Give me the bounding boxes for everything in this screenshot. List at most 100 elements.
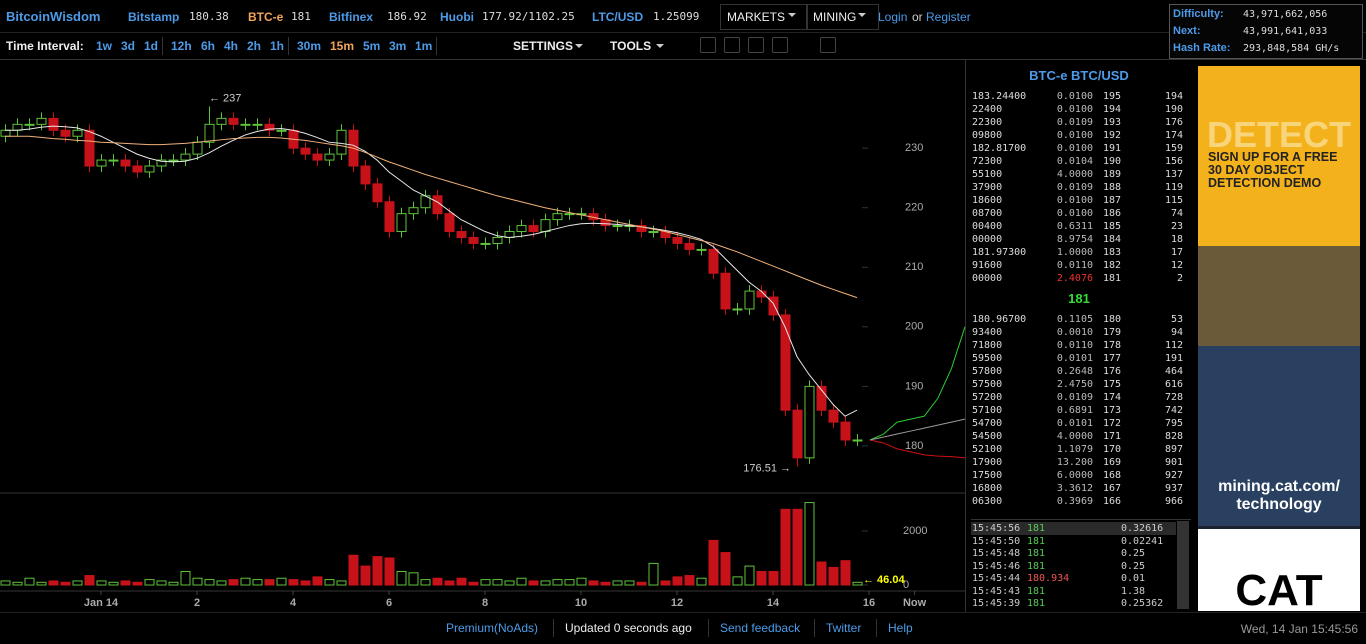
candle-body bbox=[648, 231, 659, 234]
book-cell: 22300 bbox=[972, 117, 1003, 128]
volume-bar bbox=[840, 560, 851, 586]
x-tick-label: 12 bbox=[671, 597, 683, 609]
book-cell: 0.0100 bbox=[1056, 143, 1093, 154]
book-cell: 00400 bbox=[972, 221, 1003, 232]
interval-button[interactable]: 4h bbox=[224, 39, 239, 53]
interval-button[interactable]: 1w bbox=[96, 39, 113, 53]
interval-button[interactable]: 1d bbox=[144, 39, 159, 53]
book-cell: 182 bbox=[1102, 260, 1121, 271]
book-cell: 795 bbox=[1164, 418, 1183, 429]
tools-menu[interactable]: TOOLS bbox=[610, 39, 652, 53]
book-cell: 17500 bbox=[972, 470, 1003, 481]
book-cell: 464 bbox=[1164, 366, 1183, 377]
market-name[interactable]: LTC/USD bbox=[592, 10, 644, 24]
candle-body bbox=[732, 308, 743, 311]
book-cell: 57200 bbox=[972, 392, 1003, 403]
volume-bar bbox=[12, 581, 23, 586]
site-logo[interactable]: BitcoinWisdom bbox=[6, 9, 101, 24]
book-cell: 119 bbox=[1164, 182, 1183, 193]
market-name[interactable]: BTC-e bbox=[248, 10, 284, 24]
ad-image bbox=[1198, 346, 1360, 526]
interval-button[interactable]: 2h bbox=[247, 39, 262, 53]
book-cell: 194 bbox=[1102, 104, 1121, 115]
tool-icon[interactable] bbox=[772, 37, 788, 53]
x-tick-label: 6 bbox=[386, 597, 392, 609]
volume-bar bbox=[852, 581, 863, 586]
market-name[interactable]: Bitstamp bbox=[128, 10, 180, 24]
candle-body bbox=[372, 183, 383, 203]
book-cell: 00000 bbox=[972, 273, 1003, 284]
candle-body bbox=[204, 123, 215, 143]
trade-price: 181 bbox=[1027, 585, 1046, 597]
volume-bar bbox=[540, 580, 551, 586]
book-cell: 175 bbox=[1102, 379, 1121, 390]
interval-button[interactable]: 5m bbox=[363, 39, 381, 53]
status-text: Updated 0 seconds ago bbox=[565, 621, 692, 635]
interval-button[interactable]: 1m bbox=[415, 39, 433, 53]
menu-button[interactable]: MARKETS bbox=[720, 4, 809, 30]
volume-bar bbox=[240, 577, 251, 586]
separator bbox=[288, 37, 289, 55]
candle-body bbox=[36, 117, 47, 125]
stat-value: 43,971,662,056 bbox=[1243, 9, 1328, 20]
annotation: 176.51 → bbox=[743, 463, 791, 475]
interval-button[interactable]: 3m bbox=[389, 39, 407, 53]
ad-offer: SIGN UP FOR A FREE 30 DAY OBJECT DETECTI… bbox=[1208, 150, 1338, 190]
menu-button[interactable]: MINING bbox=[806, 4, 880, 30]
register-link[interactable]: Register bbox=[926, 10, 971, 24]
book-cell: 189 bbox=[1102, 169, 1121, 180]
volume-bar bbox=[264, 579, 275, 586]
book-cell: 71800 bbox=[972, 340, 1003, 351]
volume-bar bbox=[168, 581, 179, 586]
footer-link[interactable]: Premium(NoAds) bbox=[446, 621, 539, 635]
volume-bar bbox=[252, 579, 263, 586]
settings-menu[interactable]: SETTINGS bbox=[513, 39, 574, 53]
interval-button[interactable]: 15m bbox=[330, 39, 355, 53]
tool-icon[interactable] bbox=[748, 37, 764, 53]
trade-time: 15:45:43 bbox=[972, 585, 1021, 597]
tool-icon[interactable] bbox=[724, 37, 740, 53]
stat-label: Hash Rate: bbox=[1173, 42, 1231, 54]
tool-icon[interactable] bbox=[700, 37, 716, 53]
interval-button[interactable]: 3d bbox=[121, 39, 136, 53]
interval-button[interactable]: 1h bbox=[270, 39, 285, 53]
separator bbox=[162, 37, 163, 55]
candle-body bbox=[612, 225, 623, 228]
trade-price: 180.934 bbox=[1027, 573, 1070, 584]
book-cell: 966 bbox=[1164, 496, 1183, 507]
interval-button[interactable]: 30m bbox=[297, 39, 322, 53]
y-tick-label: 230 bbox=[905, 142, 923, 154]
y-tick-label: 220 bbox=[905, 202, 923, 214]
advertisement[interactable]: DETECT SIGN UP FOR A FREE 30 DAY OBJECT … bbox=[1198, 66, 1360, 611]
dropdown-caret bbox=[575, 44, 583, 52]
interval-button[interactable]: 12h bbox=[171, 39, 192, 53]
book-cell: 54700 bbox=[972, 418, 1003, 429]
trade-amount: 0.32616 bbox=[1121, 523, 1164, 534]
footer-link[interactable]: Help bbox=[888, 621, 913, 635]
volume-bar bbox=[756, 570, 767, 586]
tool-icon[interactable] bbox=[820, 37, 836, 53]
candle-body bbox=[684, 242, 695, 250]
volume-bar bbox=[468, 581, 479, 586]
candle-body bbox=[324, 153, 335, 161]
login-link[interactable]: Login bbox=[878, 10, 908, 24]
volume-bar bbox=[780, 508, 791, 586]
book-cell: 183 bbox=[1102, 247, 1121, 258]
footer-link[interactable]: Twitter bbox=[826, 621, 862, 635]
interval-button[interactable]: 6h bbox=[201, 39, 216, 53]
volume-bar bbox=[192, 577, 203, 586]
book-cell: 0.0101 bbox=[1056, 353, 1093, 364]
book-cell: 180.96700 bbox=[972, 314, 1027, 325]
market-name[interactable]: Huobi bbox=[440, 10, 474, 24]
candle-body bbox=[444, 213, 455, 233]
market-name[interactable]: Bitfinex bbox=[329, 10, 374, 24]
volume-bar bbox=[648, 562, 659, 586]
order-book: BTC-e BTC/USD 181 183.24400 0.0100 195 194 2… bbox=[966, 60, 1192, 510]
scrollbar[interactable] bbox=[1177, 521, 1189, 609]
book-cell: 195 bbox=[1102, 91, 1121, 102]
book-cell: 72300 bbox=[972, 156, 1003, 167]
trade-time: 15:45:39 bbox=[972, 598, 1021, 609]
footer-link[interactable]: Send feedback bbox=[720, 621, 801, 635]
volume-bar bbox=[744, 565, 755, 586]
